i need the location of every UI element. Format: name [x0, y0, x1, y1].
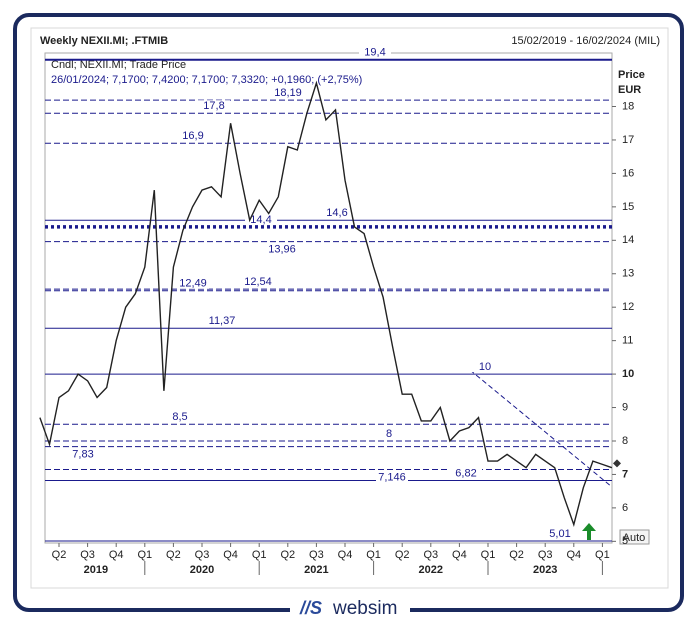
- level-label: 13,96: [268, 244, 296, 256]
- level-label: 10: [479, 361, 491, 373]
- level-label-bg: [177, 277, 209, 289]
- logo-mark: //S: [299, 598, 322, 618]
- x-tick-label: Q3: [538, 549, 553, 561]
- level-label: 12,54: [244, 276, 272, 288]
- info-line: Cndl; NEXII.MI; Trade Price: [51, 59, 186, 71]
- level-label-bg: [67, 448, 99, 460]
- year-label: 2019: [84, 564, 108, 576]
- y-tick-label: 11: [622, 335, 633, 347]
- level-label-bg: [373, 427, 405, 439]
- level-label: 18,19: [274, 87, 302, 99]
- x-tick-label: Q4: [566, 549, 581, 561]
- level-label: 6,82: [455, 467, 476, 479]
- x-tick-label: Q3: [195, 549, 210, 561]
- level-label-bg: [450, 467, 482, 479]
- auto-button[interactable]: [619, 529, 650, 545]
- level-label-bg: [206, 315, 238, 327]
- level-label-bg: [376, 471, 408, 483]
- trendline: [469, 369, 613, 488]
- level-label-bg: [198, 100, 230, 112]
- level-label-bg: [469, 361, 501, 373]
- year-label: 2023: [533, 564, 557, 576]
- y-tick-label: 7: [622, 468, 628, 480]
- level-label-bg: [245, 213, 277, 225]
- price-line: [39, 80, 613, 527]
- year-label: 2021: [304, 564, 328, 576]
- x-tick-label: Q2: [509, 549, 524, 561]
- date-range: 15/02/2019 - 16/02/2024 (MIL): [511, 35, 660, 47]
- level-label-bg: [272, 87, 304, 99]
- x-tick-label: Q3: [423, 549, 438, 561]
- level-label-bg: [266, 243, 298, 255]
- x-tick-label: Q4: [223, 549, 238, 561]
- up-arrow: [582, 523, 596, 540]
- level-label: 12,49: [179, 278, 207, 290]
- x-tick-label: Q1: [252, 549, 267, 561]
- level-label: 5,01: [549, 528, 570, 540]
- year-label: 2022: [419, 564, 443, 576]
- y-tick-label: 9: [622, 401, 628, 413]
- y-tick-label: 10: [622, 368, 634, 380]
- year-label: 2020: [190, 564, 214, 576]
- y-tick-label: 17: [622, 134, 634, 146]
- y-axis-label: Price EUR: [618, 69, 645, 96]
- level-label: 11,37: [209, 315, 236, 327]
- level-label-bg: [359, 46, 391, 58]
- level-label: 7,83: [72, 449, 93, 461]
- x-tick-label: Q2: [52, 549, 67, 561]
- y-tick-label: 12: [622, 301, 634, 313]
- x-tick-label: Q2: [166, 549, 181, 561]
- level-label: 8,5: [172, 411, 187, 423]
- y-tick-label: 13: [622, 268, 634, 280]
- x-tick-label: Q4: [109, 549, 124, 561]
- y-tick-label: 5: [622, 535, 628, 547]
- level-label-bg: [544, 527, 576, 539]
- last-price-marker: [613, 459, 621, 468]
- x-tick-label: Q4: [452, 549, 467, 561]
- x-tick-label: Q3: [80, 549, 95, 561]
- logo: websim: [332, 598, 397, 619]
- level-label: 14,4: [250, 214, 271, 226]
- level-label: 8: [386, 428, 392, 440]
- chart-title: Weekly NEXII.MI; .FTMIB: [40, 35, 168, 47]
- x-tick-label: Q1: [595, 549, 610, 561]
- y-tick-label: 15: [622, 201, 634, 213]
- level-label: 17,8: [203, 100, 224, 112]
- y-tick-label: 8: [622, 435, 628, 447]
- x-tick-label: Q2: [280, 549, 295, 561]
- x-tick-label: Q1: [481, 549, 496, 561]
- info-line: 26/01/2024; 7,1700; 7,4200; 7,1700; 7,33…: [51, 74, 362, 86]
- level-label-bg: [321, 207, 353, 219]
- level-label: 7,146: [378, 471, 406, 483]
- y-tick-label: 14: [622, 234, 634, 246]
- x-tick-label: Q2: [395, 549, 410, 561]
- level-label-bg: [242, 276, 274, 288]
- level-label: 14,6: [326, 207, 347, 219]
- auto-button-label[interactable]: Auto: [623, 532, 646, 544]
- logo-bg: [290, 598, 410, 620]
- level-label-bg: [177, 130, 209, 142]
- y-tick-label: 16: [622, 167, 634, 179]
- x-tick-label: Q4: [338, 549, 353, 561]
- x-tick-label: Q1: [137, 549, 152, 561]
- x-tick-label: Q1: [366, 549, 381, 561]
- level-label-bg: [164, 411, 196, 423]
- y-tick-label: 6: [622, 502, 628, 514]
- level-label: 19,4: [364, 47, 385, 59]
- level-label: 16,9: [182, 130, 203, 142]
- y-tick-label: 18: [622, 100, 634, 112]
- x-tick-label: Q3: [309, 549, 324, 561]
